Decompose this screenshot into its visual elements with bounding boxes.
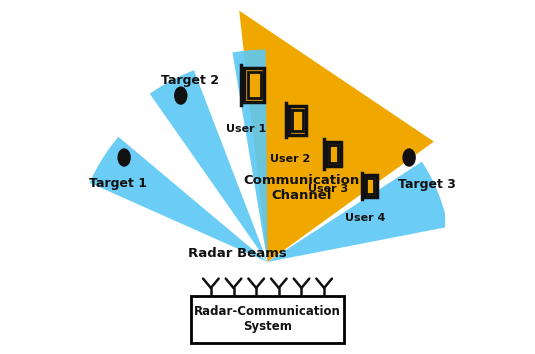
FancyBboxPatch shape [329,144,338,164]
FancyBboxPatch shape [364,175,377,197]
Text: User 3: User 3 [308,184,348,194]
Polygon shape [239,11,434,262]
Polygon shape [232,50,268,262]
Text: User 1: User 1 [226,124,266,134]
Text: User 2: User 2 [270,154,311,164]
FancyBboxPatch shape [366,177,374,194]
Text: Target 3: Target 3 [399,178,456,191]
Ellipse shape [402,148,416,167]
FancyBboxPatch shape [244,68,264,102]
FancyBboxPatch shape [192,296,343,343]
Text: Communication
Channel: Communication Channel [243,173,360,202]
Text: User 4: User 4 [345,213,385,223]
FancyBboxPatch shape [248,72,261,98]
FancyBboxPatch shape [292,110,303,131]
Text: Target 1: Target 1 [89,177,147,190]
FancyBboxPatch shape [326,142,341,166]
Text: Radar-Communication
System: Radar-Communication System [194,306,341,333]
Text: Target 2: Target 2 [161,74,219,87]
Text: Radar Beams: Radar Beams [188,247,287,259]
Polygon shape [90,137,268,262]
Ellipse shape [174,86,187,105]
FancyBboxPatch shape [289,106,306,135]
Polygon shape [268,162,448,262]
Polygon shape [150,70,268,262]
Ellipse shape [117,148,131,167]
